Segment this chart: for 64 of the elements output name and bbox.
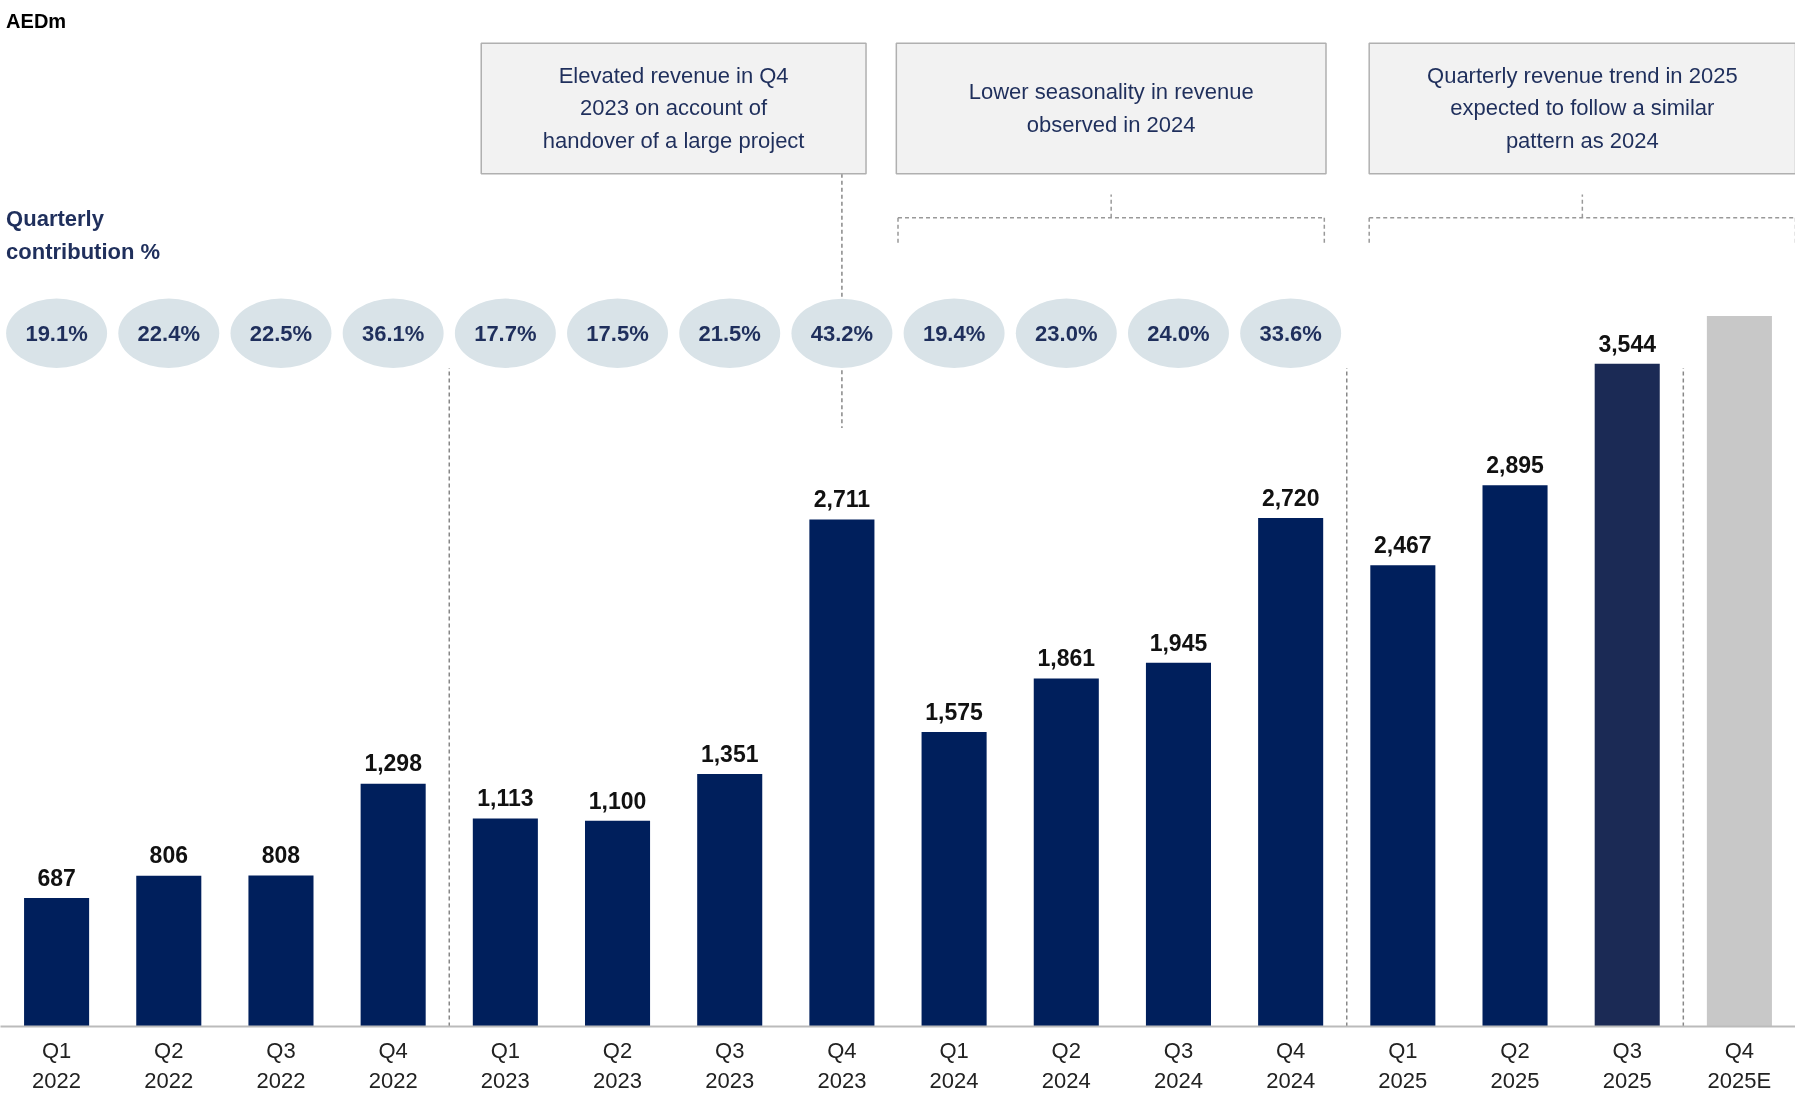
bar (585, 820, 651, 1027)
x-tick-label: Q4 2024 (1266, 1037, 1316, 1093)
x-tick-label: Q3 2024 (1154, 1037, 1203, 1093)
bar (248, 875, 314, 1027)
annotation: 23.0% (1035, 320, 1098, 346)
x-tick-label: Q1 2025 (1378, 1037, 1428, 1093)
bar (1482, 485, 1548, 1027)
annotation: 24.0% (1147, 320, 1210, 346)
data-label: 1,575 (925, 698, 984, 725)
x-tick-label: Q2 2023 (593, 1037, 643, 1093)
text: Lower seasonality in revenue observed in 2024 (968, 79, 1254, 137)
annotation: 17.7% (474, 320, 537, 346)
data-label: 1,100 (588, 787, 647, 814)
bar (1258, 517, 1324, 1027)
annotation: 19.4% (922, 320, 986, 346)
x-tick-label: Q2 2022 (144, 1037, 194, 1093)
bar (136, 875, 202, 1027)
data-label: 1,861 (1037, 645, 1096, 672)
annotation: 43.2% (810, 320, 874, 346)
x-tick-label: Q4 2023 (817, 1037, 867, 1093)
x-tick-label: Q3 2025 (1602, 1037, 1652, 1093)
x-tick-label: Q3 2022 (256, 1037, 306, 1093)
annotation: 21.5% (698, 320, 761, 346)
x-tick-label: Q3 2023 (705, 1037, 755, 1093)
data-label: 2,711 (813, 486, 871, 513)
x-tick-label: Q1 2023 (480, 1037, 530, 1093)
bar (1145, 662, 1211, 1027)
annotation: 33.6% (1259, 320, 1322, 346)
text: Quarterly revenue trend in 2025 expected to follow a similar pattern as 2024 (1427, 62, 1738, 153)
data-label: 2,467 (1374, 531, 1432, 558)
bar (1370, 565, 1436, 1027)
bar (1033, 678, 1099, 1027)
text: Quarterly contribution % (6, 205, 161, 265)
annotation: 22.4% (137, 320, 200, 346)
annotation: 36.1% (361, 320, 425, 346)
data-label: 1,298 (364, 750, 423, 777)
annotation: 17.5% (586, 320, 649, 346)
bar (1594, 363, 1660, 1027)
bar (809, 519, 875, 1027)
annotation: 19.1% (25, 320, 88, 346)
text: AEDm (6, 10, 67, 33)
data-label: 1,113 (477, 785, 534, 812)
x-tick-label: Q2 2025 (1490, 1037, 1540, 1093)
x-tick-label: Q1 2024 (929, 1037, 979, 1093)
bar (921, 732, 987, 1027)
bar (360, 783, 426, 1027)
data-label: 687 (37, 864, 76, 891)
data-label: 2,720 (1261, 484, 1320, 511)
data-label: 2,895 (1486, 451, 1545, 478)
x-tick-label: Q4 2025E (1707, 1037, 1772, 1093)
data-label: 808 (261, 842, 301, 869)
bar (1706, 315, 1772, 1027)
data-label: 1,945 (1149, 629, 1208, 656)
data-label: 3,544 (1598, 330, 1657, 357)
data-label: 1,351 (700, 740, 759, 767)
bar (697, 773, 763, 1027)
x-tick-label: Q4 2022 (368, 1037, 418, 1093)
x-tick-label: Q2 2024 (1041, 1037, 1091, 1093)
x-tick-label: Q1 2022 (32, 1037, 82, 1093)
data-label: 806 (149, 842, 188, 869)
annotation: 22.5% (249, 320, 313, 346)
bar (472, 818, 538, 1027)
text: Elevated revenue in Q4 2023 on account of handover of a large project (542, 62, 805, 153)
bar (24, 898, 90, 1027)
